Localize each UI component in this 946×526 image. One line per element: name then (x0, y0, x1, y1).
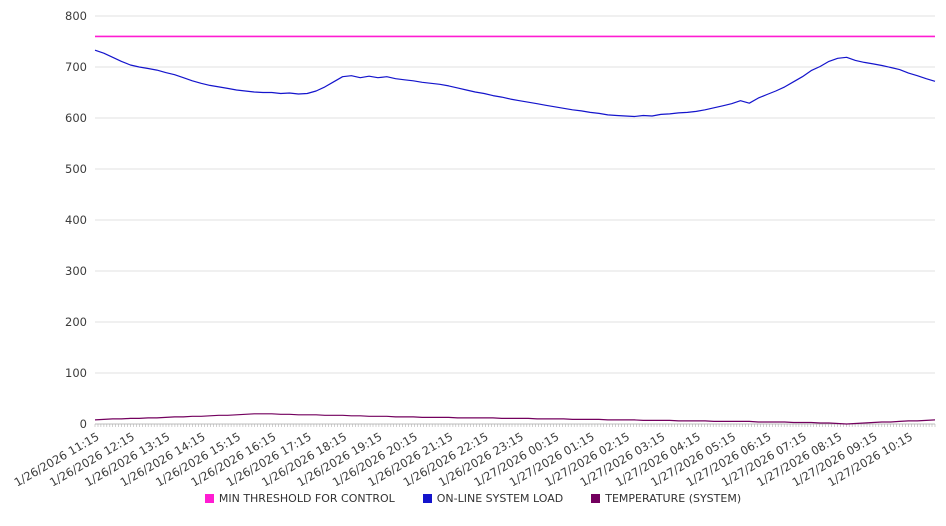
y-tick-label: 200 (65, 315, 87, 329)
y-tick-label: 0 (80, 417, 87, 431)
y-tick-label: 600 (65, 111, 87, 125)
legend-item: MIN THRESHOLD FOR CONTROL (204, 492, 395, 505)
legend-swatch-icon (591, 494, 601, 503)
chart-legend: MIN THRESHOLD FOR CONTROL ON-LINE SYSTEM … (0, 486, 946, 526)
legend-swatch-icon (204, 494, 214, 503)
legend-label: TEMPERATURE (SYSTEM) (605, 492, 742, 505)
legend-swatch-icon (422, 494, 432, 503)
legend-item: ON-LINE SYSTEM LOAD (422, 492, 564, 505)
series-line (94, 49, 936, 118)
y-tick-label: 500 (65, 162, 87, 176)
y-tick-label: 300 (65, 264, 87, 278)
series-line (94, 413, 936, 425)
y-tick-label: 100 (65, 366, 87, 380)
legend-item: TEMPERATURE (SYSTEM) (591, 492, 741, 505)
y-tick-label: 400 (65, 213, 87, 227)
legend-label: MIN THRESHOLD FOR CONTROL (218, 492, 395, 505)
legend-label: ON-LINE SYSTEM LOAD (436, 492, 564, 505)
y-tick-label: 700 (65, 60, 87, 74)
y-tick-label: 800 (65, 9, 87, 23)
